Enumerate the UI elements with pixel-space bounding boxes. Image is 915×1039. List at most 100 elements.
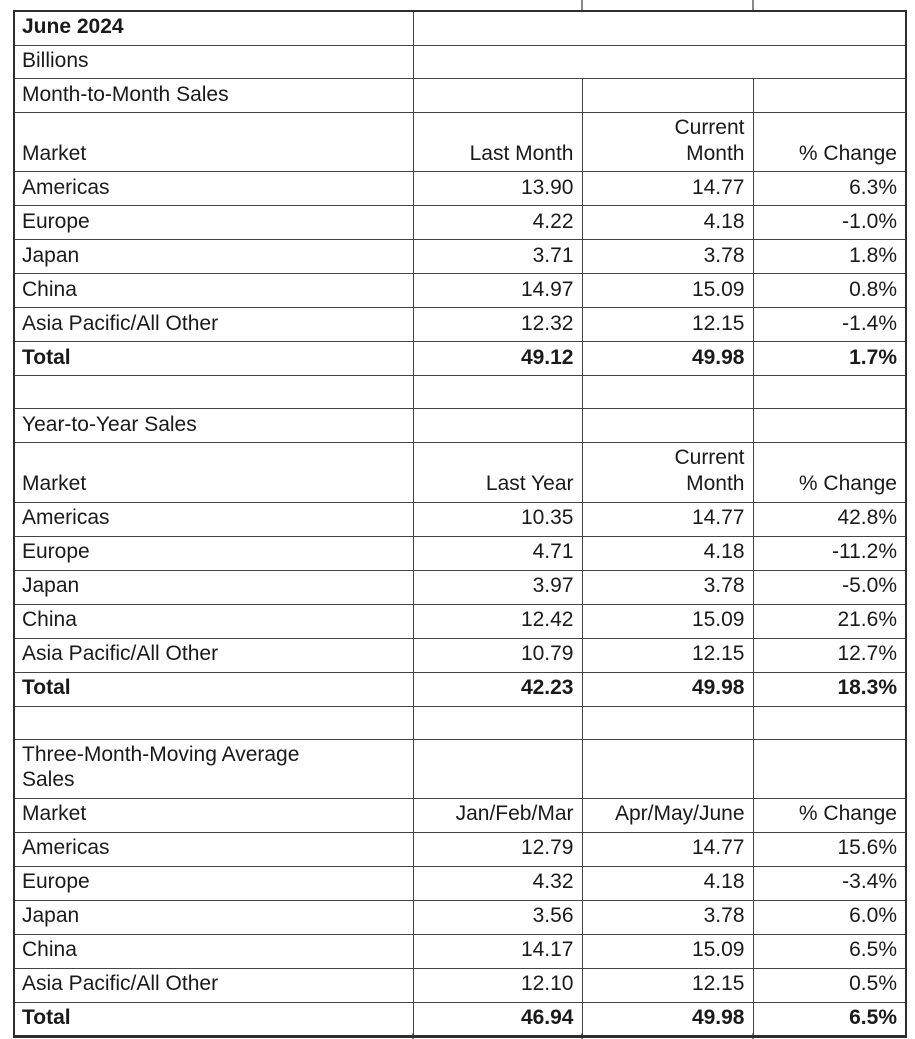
spacer-row bbox=[13, 375, 907, 410]
empty-cell bbox=[752, 705, 907, 740]
pct-cell: 6.5% bbox=[752, 933, 907, 969]
market-label: China bbox=[13, 603, 414, 639]
value-cell: 14.77 bbox=[581, 501, 754, 537]
empty-cell bbox=[752, 408, 907, 444]
pct-cell: 6.0% bbox=[752, 899, 907, 935]
total-pct-cell: 6.5% bbox=[752, 1001, 907, 1038]
column-header-current-month: Current Month bbox=[581, 112, 754, 173]
empty-cell bbox=[412, 408, 583, 444]
value-cell: 4.18 bbox=[581, 205, 754, 241]
table-row: Americas 10.35 14.77 42.8% bbox=[13, 501, 907, 537]
column-header-last-year: Last Year bbox=[412, 442, 583, 503]
total-value-cell: 49.98 bbox=[581, 1001, 754, 1038]
pct-cell: 15.6% bbox=[752, 831, 907, 867]
value-cell: 15.09 bbox=[581, 273, 754, 309]
pct-cell: -3.4% bbox=[752, 865, 907, 901]
value-cell: 12.10 bbox=[412, 967, 583, 1003]
value-cell: 15.09 bbox=[581, 603, 754, 639]
column-header-jan-feb-mar: Jan/Feb/Mar bbox=[412, 797, 583, 833]
total-value-cell: 46.94 bbox=[412, 1001, 583, 1038]
empty-cell bbox=[412, 705, 583, 740]
total-value-cell: 49.98 bbox=[581, 341, 754, 377]
market-label: Japan bbox=[13, 239, 414, 275]
section-title: Three-Month-Moving Average Sales bbox=[13, 738, 414, 799]
table-row: Europe 4.71 4.18 -11.2% bbox=[13, 535, 907, 571]
value-cell: 14.17 bbox=[412, 933, 583, 969]
empty-cell bbox=[581, 408, 754, 444]
total-label: Total bbox=[13, 341, 414, 377]
column-header-row: Market Last Month Current Month % Change bbox=[13, 112, 907, 173]
total-row: Total 42.23 49.98 18.3% bbox=[13, 671, 907, 707]
value-cell: 4.22 bbox=[412, 205, 583, 241]
total-value-cell: 42.23 bbox=[412, 671, 583, 707]
market-label: China bbox=[13, 933, 414, 969]
empty-cell bbox=[581, 738, 754, 799]
empty-cell bbox=[13, 375, 414, 410]
empty-cell bbox=[752, 375, 907, 410]
column-header-last-month: Last Month bbox=[412, 112, 583, 173]
total-row: Total 46.94 49.98 6.5% bbox=[13, 1001, 907, 1038]
market-label: Japan bbox=[13, 899, 414, 935]
value-cell: 3.78 bbox=[581, 239, 754, 275]
section-title: Month-to-Month Sales bbox=[13, 78, 414, 114]
value-cell: 14.97 bbox=[412, 273, 583, 309]
market-label: Americas bbox=[13, 831, 414, 867]
value-cell: 3.97 bbox=[412, 569, 583, 605]
market-label: Europe bbox=[13, 205, 414, 241]
total-pct-cell: 18.3% bbox=[752, 671, 907, 707]
value-cell: 12.42 bbox=[412, 603, 583, 639]
column-header-market: Market bbox=[13, 442, 414, 503]
total-row: Total 49.12 49.98 1.7% bbox=[13, 341, 907, 377]
total-label: Total bbox=[13, 671, 414, 707]
pct-cell: -1.4% bbox=[752, 307, 907, 343]
table-row: Japan 3.71 3.78 1.8% bbox=[13, 239, 907, 275]
empty-cell bbox=[412, 10, 907, 46]
market-label: Europe bbox=[13, 865, 414, 901]
empty-cell bbox=[412, 738, 583, 799]
market-label: Asia Pacific/All Other bbox=[13, 967, 414, 1003]
value-cell: 12.79 bbox=[412, 831, 583, 867]
value-cell: 12.32 bbox=[412, 307, 583, 343]
spacer-row bbox=[13, 705, 907, 740]
pct-cell: -11.2% bbox=[752, 535, 907, 571]
empty-cell bbox=[752, 738, 907, 799]
empty-cell bbox=[752, 78, 907, 114]
market-label: Asia Pacific/All Other bbox=[13, 307, 414, 343]
report-title-row: June 2024 bbox=[13, 10, 907, 46]
column-header-market: Market bbox=[13, 797, 414, 833]
value-cell: 3.78 bbox=[581, 899, 754, 935]
gridline-remnant-top-1 bbox=[581, 0, 583, 10]
value-cell: 4.18 bbox=[581, 535, 754, 571]
column-header-pct-change: % Change bbox=[752, 797, 907, 833]
table-row: Asia Pacific/All Other 12.10 12.15 0.5% bbox=[13, 967, 907, 1003]
value-cell: 14.77 bbox=[581, 171, 754, 207]
section-title-row: Three-Month-Moving Average Sales bbox=[13, 738, 907, 799]
value-cell: 12.15 bbox=[581, 307, 754, 343]
market-label: Americas bbox=[13, 501, 414, 537]
value-cell: 10.35 bbox=[412, 501, 583, 537]
table-row: China 14.97 15.09 0.8% bbox=[13, 273, 907, 309]
section-title-row: Year-to-Year Sales bbox=[13, 408, 907, 444]
empty-cell bbox=[13, 705, 414, 740]
empty-cell bbox=[412, 78, 583, 114]
pct-cell: 21.6% bbox=[752, 603, 907, 639]
value-cell: 12.15 bbox=[581, 967, 754, 1003]
column-header-current-month: Current Month bbox=[581, 442, 754, 503]
table-row: Europe 4.32 4.18 -3.4% bbox=[13, 865, 907, 901]
table-row: China 12.42 15.09 21.6% bbox=[13, 603, 907, 639]
total-label: Total bbox=[13, 1001, 414, 1038]
column-header-row: Market Jan/Feb/Mar Apr/May/June % Change bbox=[13, 797, 907, 833]
section-title: Year-to-Year Sales bbox=[13, 408, 414, 444]
value-cell: 15.09 bbox=[581, 933, 754, 969]
table-row: Japan 3.97 3.78 -5.0% bbox=[13, 569, 907, 605]
pct-cell: 0.8% bbox=[752, 273, 907, 309]
pct-cell: -1.0% bbox=[752, 205, 907, 241]
column-header-row: Market Last Year Current Month % Change bbox=[13, 442, 907, 503]
table-row: Japan 3.56 3.78 6.0% bbox=[13, 899, 907, 935]
table-row: Americas 13.90 14.77 6.3% bbox=[13, 171, 907, 207]
market-label: China bbox=[13, 273, 414, 309]
column-header-market: Market bbox=[13, 112, 414, 173]
column-header-apr-may-june: Apr/May/June bbox=[581, 797, 754, 833]
value-cell: 4.71 bbox=[412, 535, 583, 571]
